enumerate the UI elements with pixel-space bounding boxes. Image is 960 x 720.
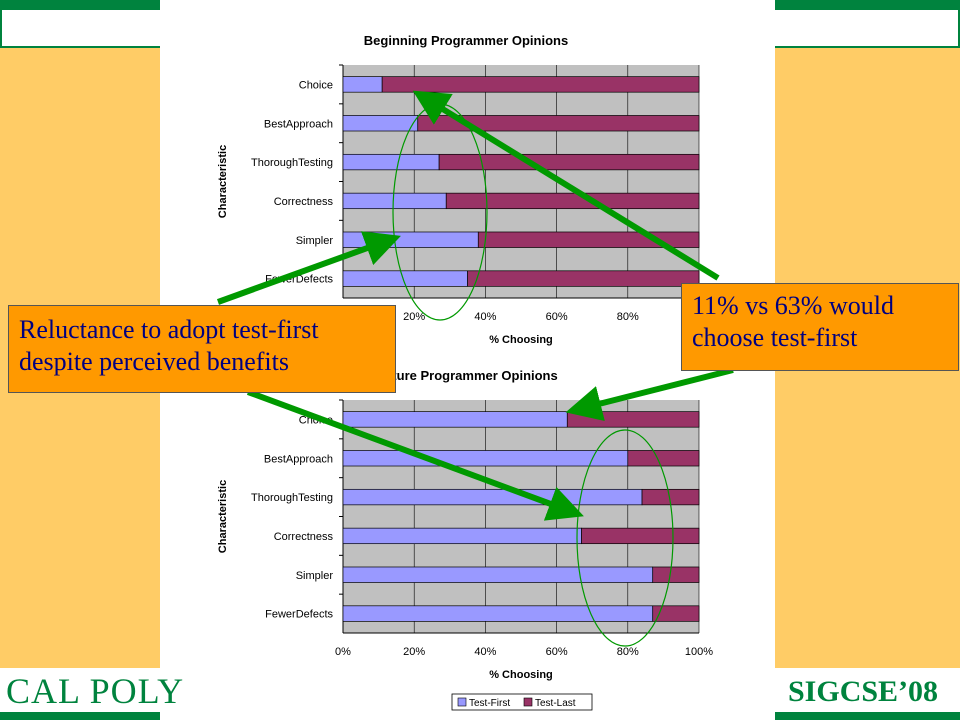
legend-box [451, 693, 593, 711]
arrow-right-to-bottom [565, 367, 734, 422]
chart-2-bar-test-first [342, 527, 582, 545]
chart-2-bar-test-last [566, 411, 700, 428]
chart-2-category-label: FewerDefects [265, 609, 333, 621]
chart-2-bar-test-last [652, 566, 700, 583]
chart-2-x-tick-label: 40% [474, 646, 496, 658]
chart-1-bar-test-last [438, 153, 700, 171]
chart-1-bar-test-last [445, 192, 700, 210]
callout-percentages: 11% vs 63% would choose test-first [681, 283, 959, 371]
chart-2-bar-test-first [342, 488, 643, 506]
chart-2-bar-test-first [342, 450, 629, 467]
conference-label: SIGCSE’08 [788, 675, 939, 708]
bottom-stripe-left [0, 712, 165, 720]
chart-2-plot-area [343, 400, 699, 633]
chart-2-category-label: Correctness [274, 531, 334, 543]
chart-2-bar-test-first [342, 605, 654, 622]
chart-1-category-label: Choice [299, 79, 333, 91]
legend-swatch [523, 697, 533, 707]
arrow-left-to-top [216, 231, 401, 305]
chart-1-bar-test-first [342, 76, 383, 93]
chart-1-x-axis-label: % Choosing [489, 334, 553, 346]
chart-1-bar-test-first [342, 115, 419, 132]
chart-1-y-axis-label: Characteristic [217, 145, 229, 218]
chart-1-x-tick-label: 80% [617, 311, 639, 323]
chart-2-category-label: ThoroughTesting [251, 492, 333, 504]
highlight-ellipse-bottom [576, 429, 674, 647]
cal-poly-logo: CAL POLY [6, 671, 185, 711]
chart-1-category-label: ThoroughTesting [251, 157, 333, 169]
chart-1-x-tick-label: 60% [546, 311, 568, 323]
header-box-left [0, 8, 165, 48]
chart-1-bar-test-last [467, 270, 700, 287]
chart-2-bar-test-last [627, 450, 700, 467]
legend-label: Test-First [469, 698, 510, 709]
chart-2-x-axis-label: % Choosing [489, 669, 553, 681]
chart-1-plot-area [343, 65, 699, 298]
chart-2-x-tick-label: 100% [685, 646, 713, 658]
callout-reluctance: Reluctance to adopt test-first despite p… [8, 305, 396, 393]
chart-1-bar-test-first [342, 153, 440, 171]
legend-label: Test-Last [535, 698, 576, 709]
arrow-right-to-top [412, 90, 720, 281]
chart-2-x-tick-label: 80% [617, 646, 639, 658]
legend-swatch [457, 697, 467, 707]
chart-2-x-tick-label: 20% [403, 646, 425, 658]
header-box-right [770, 8, 960, 48]
bottom-stripe-right [770, 712, 960, 720]
chart-1-category-label: Correctness [274, 196, 334, 208]
chart-2-bar-test-last [652, 605, 700, 622]
chart-1-title: Beginning Programmer Opinions [364, 33, 568, 48]
chart-2-bar-test-last [581, 527, 700, 545]
chart-2-bar-test-first [342, 411, 568, 428]
chart-1-bar-test-last [381, 76, 700, 93]
top-stripe-right [770, 0, 960, 8]
chart-2-bar-test-first [342, 566, 654, 583]
chart-1-x-tick-label: 20% [403, 311, 425, 323]
chart-1-x-tick-label: 40% [474, 311, 496, 323]
chart-2-y-axis-label: Characteristic [217, 480, 229, 553]
chart-2-category-label: Simpler [296, 570, 334, 582]
arrow-left-to-bottom [246, 389, 584, 521]
chart-2-category-label: BestApproach [264, 453, 333, 465]
chart-1-bar-test-first [342, 231, 479, 248]
chart-1-bar-test-first [342, 192, 447, 210]
chart-2-x-tick-label: 60% [546, 646, 568, 658]
top-stripe-left [0, 0, 165, 8]
chart-1-category-label: BestApproach [264, 118, 333, 130]
chart-1-category-label: Simpler [296, 235, 334, 247]
chart-2-x-tick-label: 0% [335, 646, 351, 658]
chart-2-title: Mature Programmer Opinions [374, 368, 557, 383]
